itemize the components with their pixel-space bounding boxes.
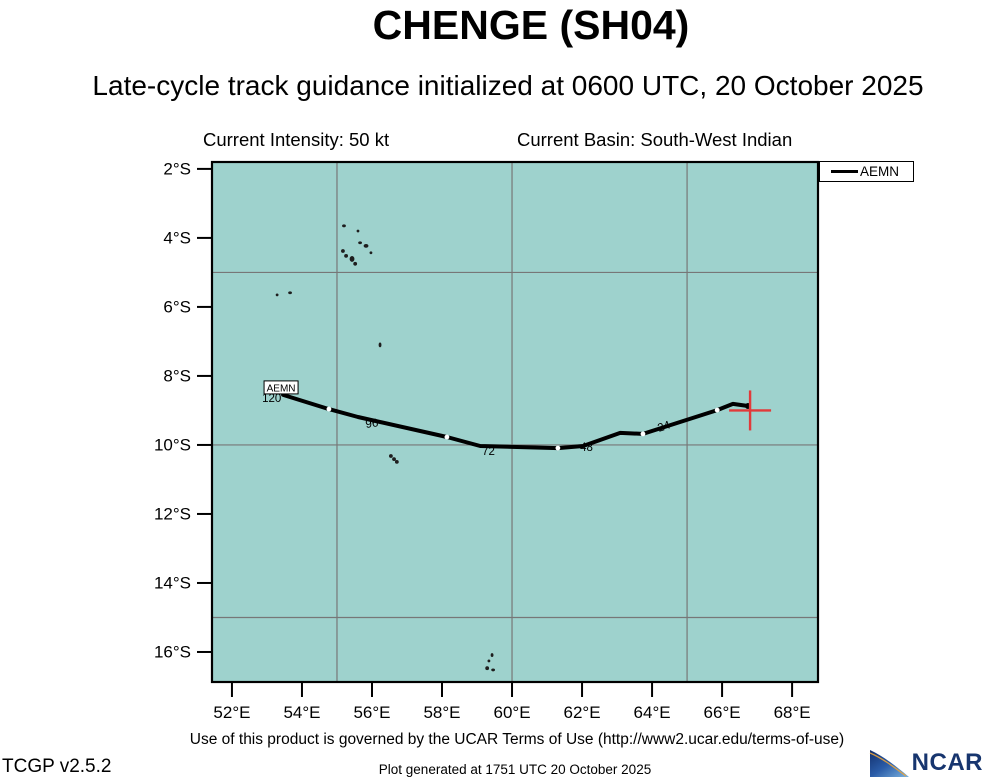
ncar-logo-text: NCAR bbox=[911, 749, 983, 776]
island-mark bbox=[490, 653, 494, 657]
track-tau-label: 96 bbox=[365, 417, 379, 431]
island-mark bbox=[394, 459, 399, 464]
island-mark bbox=[378, 342, 382, 348]
island-mark bbox=[353, 261, 358, 266]
x-axis-tick-label: 64°E bbox=[634, 703, 671, 722]
x-axis-tick-label: 58°E bbox=[423, 703, 460, 722]
island-mark bbox=[491, 668, 496, 672]
track-12h-marker bbox=[555, 445, 561, 451]
track-tau-label: 48 bbox=[580, 442, 593, 454]
y-axis-tick-label: 2°S bbox=[163, 159, 191, 178]
island-mark bbox=[487, 659, 491, 663]
island-mark bbox=[341, 249, 345, 253]
island-mark bbox=[275, 293, 279, 297]
island-mark bbox=[358, 241, 362, 245]
y-axis-tick-label: 6°S bbox=[163, 297, 191, 316]
y-axis-tick-label: 16°S bbox=[154, 642, 191, 661]
current-intensity-label: Current Intensity: 50 kt bbox=[203, 129, 390, 150]
track-model-label: AEMN bbox=[267, 383, 296, 394]
x-axis-tick-label: 60°E bbox=[494, 703, 531, 722]
plot-generated-timestamp: Plot generated at 1751 UTC 20 October 20… bbox=[378, 762, 652, 777]
island-mark bbox=[356, 229, 360, 233]
y-axis-tick-label: 8°S bbox=[163, 366, 191, 385]
x-axis-tick-label: 54°E bbox=[283, 703, 320, 722]
track-tau-label: 24 bbox=[656, 419, 672, 435]
terms-of-use-text: Use of this product is governed by the U… bbox=[189, 731, 845, 748]
island-mark bbox=[485, 666, 490, 671]
x-axis-tick-label: 66°E bbox=[704, 703, 741, 722]
track-12h-marker bbox=[640, 431, 646, 437]
forecast-track-line bbox=[281, 392, 750, 451]
x-axis-tick-label: 56°E bbox=[353, 703, 390, 722]
track-12h-marker bbox=[326, 406, 332, 412]
x-axis-tick-label: 68°E bbox=[774, 703, 811, 722]
track-12h-marker bbox=[714, 407, 720, 413]
y-axis-tick-label: 12°S bbox=[154, 504, 191, 523]
current-basin-label: Current Basin: South-West Indian bbox=[517, 129, 793, 150]
ncar-swoosh-icon bbox=[869, 750, 909, 777]
page-subtitle: Late-cycle track guidance initialized at… bbox=[92, 70, 924, 101]
island-mark bbox=[349, 256, 355, 262]
island-mark bbox=[392, 457, 396, 461]
legend-box: AEMN bbox=[819, 161, 914, 182]
track-12h-marker bbox=[444, 434, 450, 440]
track-tau-label: 120 bbox=[262, 393, 281, 405]
legend-model-label: AEMN bbox=[860, 164, 900, 179]
legend-line-swatch bbox=[831, 169, 858, 174]
map-ocean-background bbox=[212, 162, 818, 682]
y-axis-tick-label: 4°S bbox=[163, 228, 191, 247]
x-axis-tick-label: 62°E bbox=[564, 703, 601, 722]
island-mark bbox=[388, 454, 393, 458]
track-tau-label: 72 bbox=[482, 446, 495, 458]
page-title: CHENGE (SH04) bbox=[372, 2, 690, 48]
y-axis-tick-label: 14°S bbox=[154, 573, 191, 592]
ncar-logo: NCAR bbox=[867, 747, 983, 778]
app-version-label: TCGP v2.5.2 bbox=[2, 756, 112, 777]
island-mark bbox=[344, 253, 348, 258]
track-model-label-box bbox=[263, 380, 299, 395]
island-mark bbox=[369, 251, 373, 255]
x-axis-tick-label: 52°E bbox=[213, 703, 250, 722]
island-mark bbox=[342, 224, 346, 228]
y-axis-tick-label: 10°S bbox=[154, 435, 191, 454]
map-border bbox=[210, 160, 820, 684]
island-mark bbox=[363, 243, 369, 248]
island-mark bbox=[288, 291, 292, 295]
